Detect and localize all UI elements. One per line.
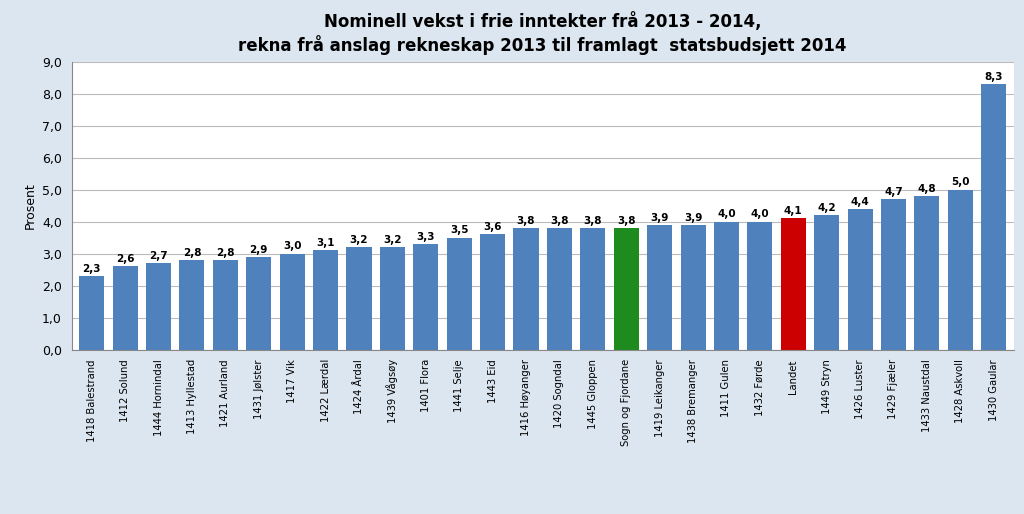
Bar: [581, 228, 605, 350]
Bar: [513, 228, 539, 350]
Bar: [380, 247, 404, 350]
Bar: [213, 260, 238, 350]
Bar: [948, 190, 973, 350]
Title: Nominell vekst i frie inntekter frå 2013 - 2014,
rekna frå anslag rekneskap 2013: Nominell vekst i frie inntekter frå 2013…: [239, 12, 847, 54]
Text: 3,1: 3,1: [316, 238, 335, 248]
Bar: [246, 257, 271, 350]
Text: 3,9: 3,9: [684, 213, 702, 223]
Bar: [146, 263, 171, 350]
Bar: [780, 218, 806, 350]
Bar: [613, 228, 639, 350]
Text: 4,1: 4,1: [784, 206, 803, 216]
Text: 2,6: 2,6: [116, 254, 134, 264]
Bar: [79, 276, 104, 350]
Bar: [981, 84, 1007, 350]
Text: 3,8: 3,8: [584, 216, 602, 226]
Text: 3,9: 3,9: [650, 213, 669, 223]
Bar: [714, 222, 739, 350]
Text: 3,5: 3,5: [450, 225, 468, 235]
Text: 4,2: 4,2: [817, 203, 836, 213]
Text: 8,3: 8,3: [984, 72, 1002, 82]
Bar: [881, 199, 906, 350]
Text: 3,8: 3,8: [517, 216, 536, 226]
Text: 4,0: 4,0: [751, 209, 769, 219]
Bar: [346, 247, 372, 350]
Bar: [480, 234, 505, 350]
Bar: [547, 228, 572, 350]
Bar: [681, 225, 706, 350]
Text: 4,8: 4,8: [918, 184, 936, 194]
Text: 3,8: 3,8: [617, 216, 636, 226]
Text: 4,7: 4,7: [884, 187, 903, 197]
Text: 3,2: 3,2: [383, 235, 401, 245]
Bar: [814, 215, 840, 350]
Bar: [113, 266, 137, 350]
Bar: [414, 244, 438, 350]
Bar: [280, 253, 305, 350]
Text: 2,9: 2,9: [250, 245, 268, 254]
Bar: [446, 237, 472, 350]
Text: 2,8: 2,8: [182, 248, 201, 258]
Text: 4,0: 4,0: [717, 209, 736, 219]
Text: 2,3: 2,3: [83, 264, 101, 274]
Bar: [748, 222, 772, 350]
Text: 3,3: 3,3: [417, 232, 435, 242]
Text: 5,0: 5,0: [951, 177, 970, 188]
Text: 4,4: 4,4: [851, 196, 869, 207]
Bar: [848, 209, 872, 350]
Bar: [313, 250, 338, 350]
Text: 3,6: 3,6: [483, 222, 502, 232]
Bar: [647, 225, 672, 350]
Y-axis label: Prosent: Prosent: [24, 182, 37, 229]
Text: 3,2: 3,2: [350, 235, 369, 245]
Text: 2,7: 2,7: [150, 251, 168, 261]
Text: 2,8: 2,8: [216, 248, 234, 258]
Text: 3,0: 3,0: [283, 242, 301, 251]
Text: 3,8: 3,8: [550, 216, 568, 226]
Bar: [914, 196, 939, 350]
Bar: [179, 260, 205, 350]
